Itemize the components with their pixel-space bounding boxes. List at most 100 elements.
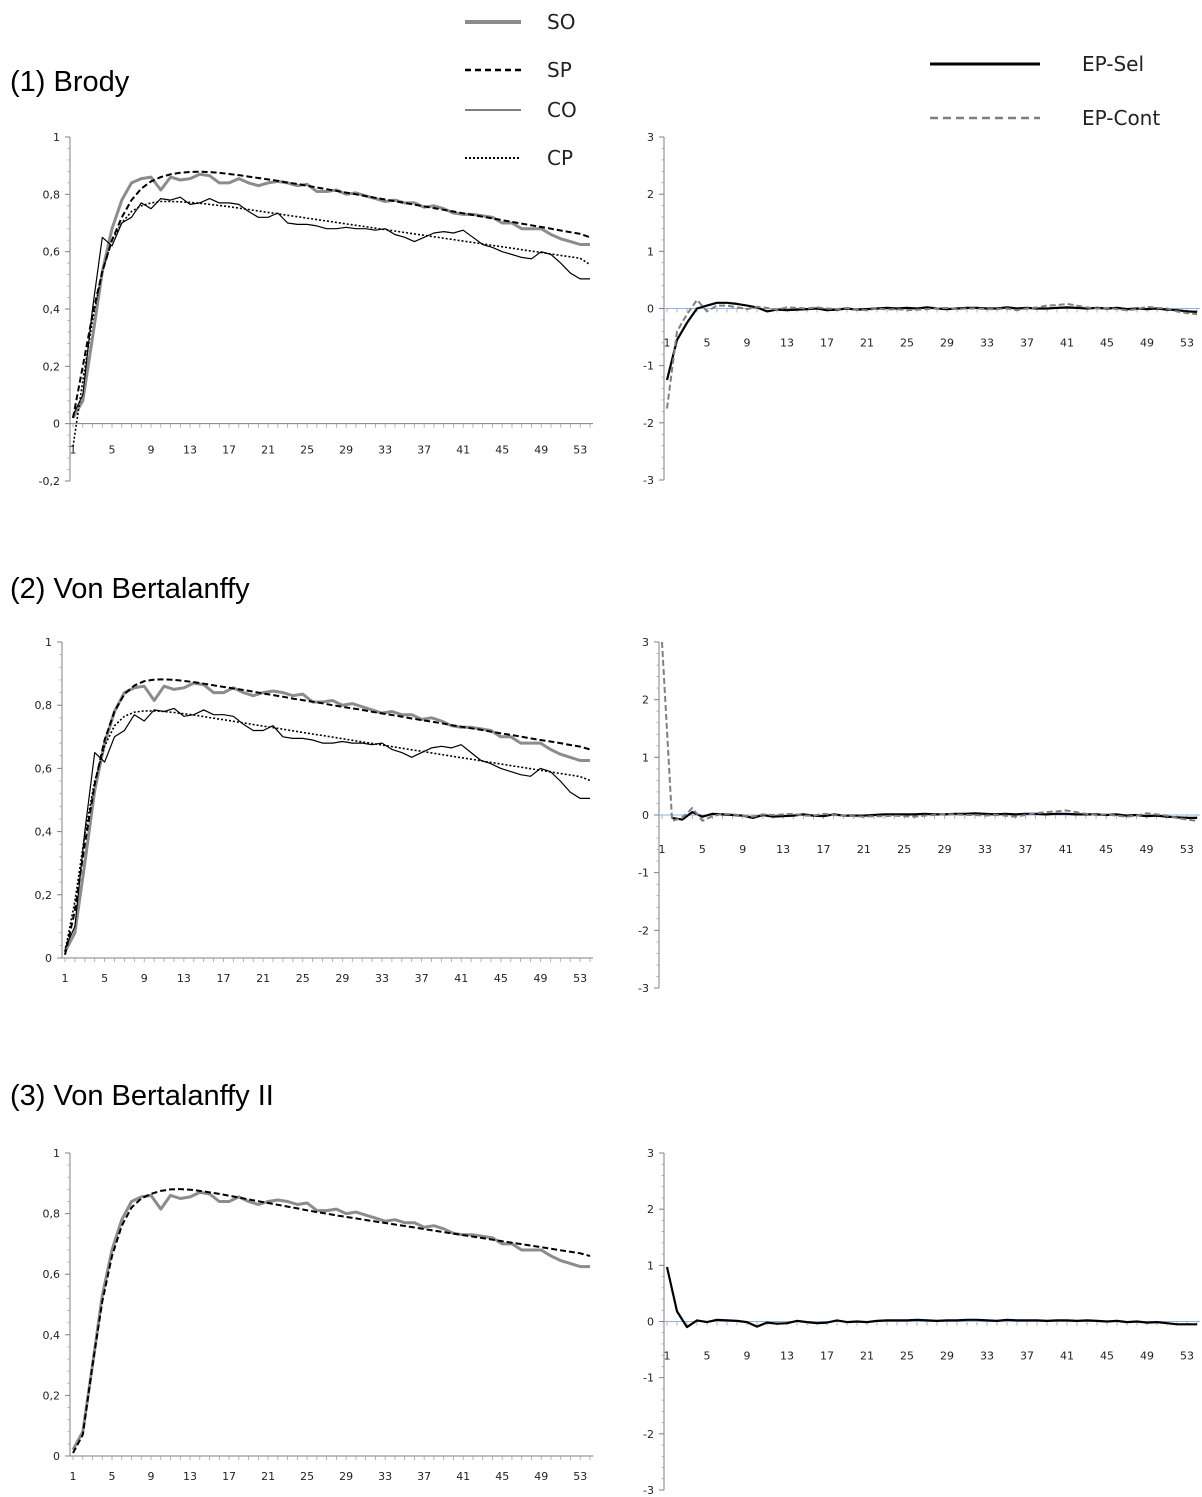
- series-line-so: [71, 172, 590, 419]
- x-tick-label: 41: [1059, 843, 1073, 856]
- x-tick-label: 49: [1140, 337, 1154, 350]
- y-tick-label: 1: [642, 751, 649, 764]
- y-tick-label: 3: [647, 1147, 654, 1160]
- y-tick-label: 0,2: [43, 1389, 61, 1402]
- series-line-co: [64, 707, 590, 949]
- x-tick-label: 13: [177, 972, 191, 985]
- x-tick-label: 25: [296, 972, 310, 985]
- x-tick-label: 5: [704, 337, 711, 350]
- y-tick-label: 1: [647, 1259, 654, 1272]
- x-tick-label: 5: [109, 1470, 116, 1483]
- x-tick-label: 13: [183, 444, 197, 457]
- x-tick-label: 37: [415, 972, 429, 985]
- section-title-von-bertalanffy: (2) Von Bertalanffy: [10, 573, 250, 605]
- y-tick-label: -1: [643, 360, 654, 373]
- chart-von-bertalanffy-ii-error: -3 -2 -1 0 1 2 3 1 5 9 13 17 21 25 29 33 37 41 45 49 53: [643, 1147, 1200, 1497]
- legend-right: EP-Sel EP-Cont: [928, 52, 1188, 142]
- x-tick-label: 1: [70, 1470, 77, 1483]
- y-tick-label: 0,8: [35, 699, 53, 712]
- x-tick-label: 21: [857, 843, 871, 856]
- x-tick-label: 33: [375, 972, 389, 985]
- legend-swatch-ep-sel: [930, 62, 1040, 66]
- legend-label-ep-sel: EP-Sel: [1082, 52, 1145, 76]
- chart-brody-error: -3 -2 -1 0 1 2 3 1 5 9 13 17 21 25 29 33 37 41 45 49 53: [643, 131, 1200, 487]
- x-tick-label: 45: [1100, 337, 1114, 350]
- chart-von-bertalanffy-error: -3 -2 -1 0 1 2 3 1 5 9 13 17 21 25 29 33 37 41 45 49 53: [638, 636, 1200, 995]
- y-tick-label: 1: [53, 1147, 60, 1160]
- y-tick-label: 0,4: [35, 826, 53, 839]
- series-line-so: [71, 1190, 590, 1451]
- legend-item-sp: SP: [463, 58, 613, 82]
- x-tick-label: 53: [1180, 1350, 1194, 1363]
- y-tick-label: 2: [647, 1203, 654, 1216]
- legend-item-ep-cont: EP-Cont: [928, 106, 1188, 130]
- x-tick-label: 29: [938, 843, 952, 856]
- y-tick-label: -2: [643, 417, 654, 430]
- x-tick-label: 45: [1100, 1350, 1114, 1363]
- section-title-von-bertalanffy-ii: (3) Von Bertalanffy II: [10, 1080, 274, 1112]
- legend-label-co: CO: [547, 98, 577, 122]
- legend-swatch-cp: [465, 157, 521, 159]
- y-tick-label: 0,6: [43, 1268, 61, 1281]
- x-tick-label: 45: [495, 1470, 509, 1483]
- x-tick-label: 25: [300, 444, 314, 457]
- x-tick-label: 29: [940, 337, 954, 350]
- legend-label-so: SO: [547, 10, 576, 34]
- y-tick-label: 0,6: [43, 246, 61, 259]
- legend-item-co: CO: [463, 98, 613, 122]
- x-tick-label: 5: [109, 444, 116, 457]
- series-line-cp: [64, 710, 591, 952]
- x-tick-label: 41: [1060, 337, 1074, 350]
- x-tick-label: 45: [494, 972, 508, 985]
- x-tick-label: 13: [780, 337, 794, 350]
- y-tick-label: 0: [53, 1450, 60, 1463]
- x-tick-label: 21: [261, 444, 275, 457]
- legend-swatch-ep-cont: [930, 116, 1040, 120]
- x-tick-label: 49: [534, 1470, 548, 1483]
- x-tick-label: 9: [744, 337, 751, 350]
- x-tick-label: 25: [300, 1470, 314, 1483]
- legend-label-sp: SP: [547, 58, 572, 82]
- x-tick-label: 5: [101, 972, 108, 985]
- x-tick-label: 45: [1099, 843, 1113, 856]
- x-tick-label: 9: [744, 1350, 751, 1363]
- y-tick-label: -3: [638, 982, 649, 995]
- y-tick-label: 0,4: [43, 303, 61, 316]
- y-tick-label: 0: [45, 952, 52, 965]
- x-tick-label: 49: [533, 972, 547, 985]
- series-line-sp: [72, 170, 591, 419]
- legend-swatch-co: [465, 109, 521, 111]
- x-tick-label: 53: [1180, 337, 1194, 350]
- x-tick-label: 49: [534, 444, 548, 457]
- x-tick-label: 13: [183, 1470, 197, 1483]
- y-tick-label: 0,8: [43, 188, 61, 201]
- series-line-ep-cont: [666, 298, 1198, 409]
- y-tick-label: -2: [643, 1428, 654, 1441]
- y-tick-label: 2: [642, 694, 649, 707]
- x-tick-label: 37: [1020, 337, 1034, 350]
- x-tick-label: 33: [980, 1350, 994, 1363]
- x-tick-label: 17: [817, 843, 831, 856]
- y-tick-label: 0,8: [43, 1208, 61, 1221]
- x-tick-label: 9: [148, 444, 155, 457]
- x-tick-label: 33: [378, 444, 392, 457]
- x-tick-label: 1: [664, 337, 671, 350]
- x-tick-label: 5: [699, 843, 706, 856]
- x-tick-label: 37: [417, 444, 431, 457]
- x-tick-label: 17: [820, 337, 834, 350]
- y-tick-label: 0,4: [43, 1329, 61, 1342]
- y-tick-label: 0: [53, 418, 60, 431]
- y-tick-label: -3: [643, 1484, 654, 1497]
- legend-label-ep-cont: EP-Cont: [1082, 106, 1161, 130]
- x-tick-label: 37: [1020, 1350, 1034, 1363]
- x-tick-label: 17: [222, 1470, 236, 1483]
- x-tick-label: 33: [978, 843, 992, 856]
- y-tick-label: 2: [647, 188, 654, 201]
- x-tick-label: 29: [940, 1350, 954, 1363]
- series-line-sp: [64, 678, 591, 956]
- x-tick-label: 17: [216, 972, 230, 985]
- series-line-cp: [72, 200, 591, 447]
- x-tick-label: 1: [62, 972, 69, 985]
- y-tick-label: 0,6: [35, 762, 53, 775]
- x-tick-label: 37: [1018, 843, 1032, 856]
